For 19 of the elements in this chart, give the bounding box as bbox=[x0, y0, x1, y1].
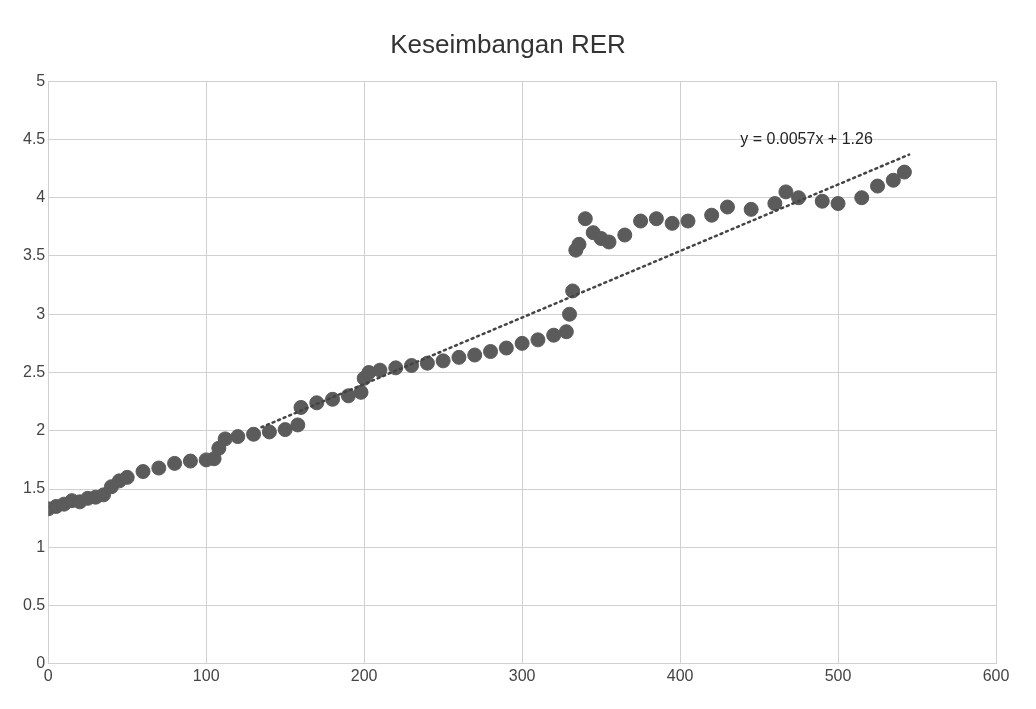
y-tick-label: 1 bbox=[36, 537, 46, 555]
y-tick-label: 1.5 bbox=[22, 479, 46, 497]
y-tick-label: 5 bbox=[36, 71, 46, 89]
annotation: y = 0.0057x + 1.26 bbox=[740, 129, 873, 147]
y-tick-label: 2 bbox=[36, 421, 46, 439]
y-tick-label: 4 bbox=[36, 188, 46, 206]
y-tick-label: 0.5 bbox=[22, 595, 46, 613]
y-tick-label: 3 bbox=[36, 304, 46, 322]
x-tick-label: 100 bbox=[192, 666, 220, 684]
y-tick-label: 2.5 bbox=[22, 362, 46, 380]
chart-title: Keseimbangan RER bbox=[390, 28, 626, 59]
x-tick-label: 400 bbox=[666, 666, 694, 684]
x-tick-label: 200 bbox=[350, 666, 378, 684]
y-tick-label: 3.5 bbox=[22, 246, 46, 264]
y-tick-label: 0 bbox=[36, 654, 46, 672]
x-tick-label: 500 bbox=[824, 666, 852, 684]
y-tick-label: 4.5 bbox=[22, 129, 46, 147]
x-tick-label: 600 bbox=[982, 666, 1010, 684]
x-tick-label: 300 bbox=[508, 666, 536, 684]
